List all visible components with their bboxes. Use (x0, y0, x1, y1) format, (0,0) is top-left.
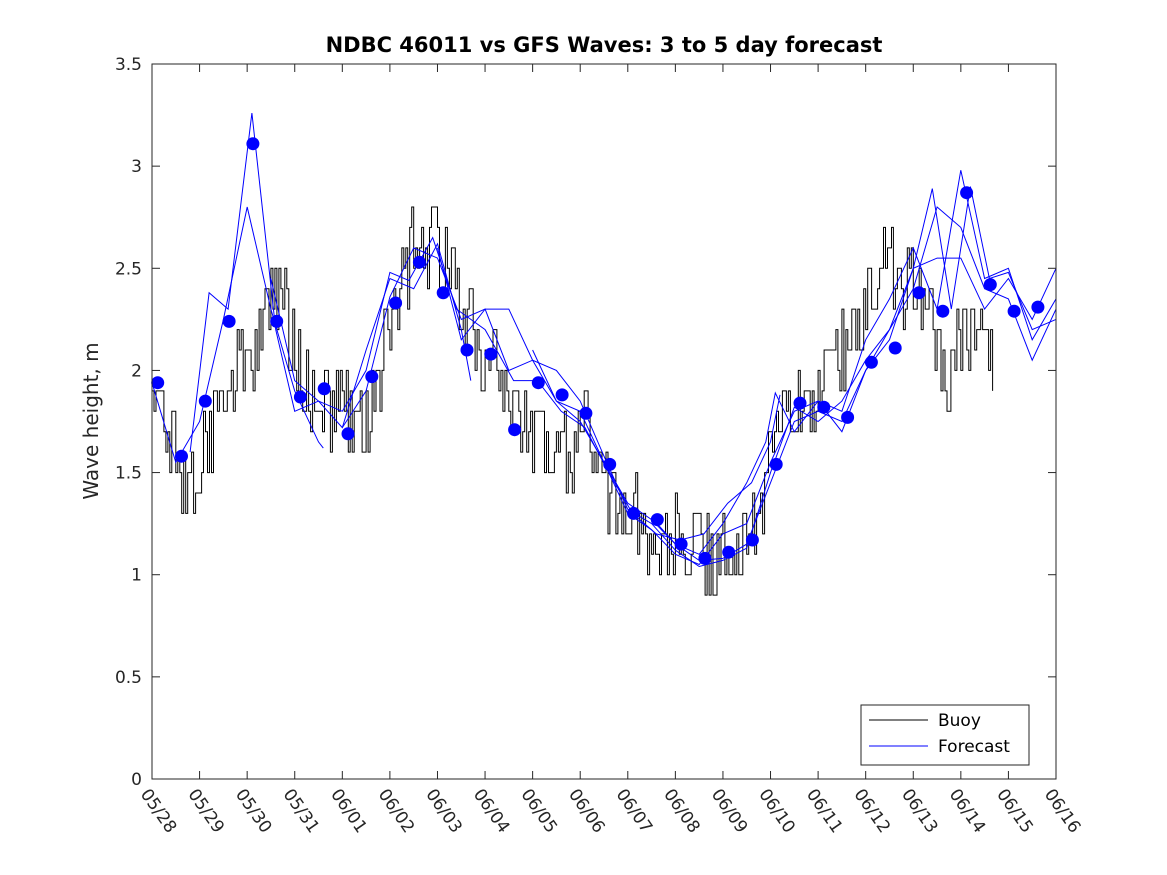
forecast-marker (817, 400, 831, 414)
forecast-line-run-6 (532, 170, 1057, 566)
forecast-marker (1031, 300, 1045, 314)
forecast-line-run-5 (437, 206, 1057, 568)
forecast-marker (841, 410, 855, 424)
forecast-marker (317, 382, 331, 396)
forecast-line-run-1 (151, 206, 324, 464)
legend: Buoy Forecast (860, 704, 1030, 766)
forecast-marker (508, 423, 522, 437)
forecast-marker (912, 286, 926, 300)
forecast-marker (436, 286, 450, 300)
y-tick-label: 3.5 (115, 55, 142, 75)
forecast-marker (484, 347, 498, 361)
chart-title: NDBC 46011 vs GFS Waves: 3 to 5 day fore… (326, 33, 883, 57)
forecast-marker (793, 396, 807, 410)
forecast-marker (983, 278, 997, 292)
y-tick-label: 0.5 (115, 668, 142, 688)
forecast-marker (627, 506, 640, 520)
y-tick-label: 2 (131, 361, 142, 381)
forecast-marker (460, 343, 474, 357)
forecast-marker (1007, 304, 1021, 318)
forecast-line-run-2 (189, 112, 472, 453)
forecast-line-run-7 (651, 186, 1057, 555)
forecast-marker (151, 376, 165, 390)
y-tick-label: 1.5 (115, 464, 142, 484)
buoy-series-layer (152, 206, 994, 596)
legend-box (860, 704, 1030, 766)
forecast-marker (769, 457, 783, 471)
plot-frame (151, 63, 1057, 780)
forecast-marker (270, 314, 284, 328)
y-axis: 0 0.5 1 1.5 2 2.5 3 3.5 (115, 55, 1056, 790)
forecast-marker (745, 533, 759, 547)
forecast-marker (698, 551, 712, 565)
forecast-marker (722, 545, 736, 559)
legend-forecast-label: Forecast (938, 737, 1010, 757)
y-tick-label: 3 (131, 157, 142, 177)
forecast-marker (864, 355, 878, 369)
forecast-marker (531, 376, 545, 390)
forecast-marker (960, 186, 974, 200)
forecast-markers-layer (151, 137, 1045, 565)
forecast-marker (222, 314, 236, 328)
forecast-marker (365, 370, 379, 384)
buoy-series-line (152, 206, 994, 596)
plot-area (152, 64, 1056, 779)
forecast-marker (246, 137, 260, 151)
forecast-marker (888, 341, 902, 355)
forecast-marker (650, 513, 664, 527)
forecast-marker (412, 255, 426, 269)
legend-buoy-label: Buoy (938, 711, 981, 731)
y-tick-label: 1 (131, 566, 142, 586)
forecast-marker (579, 406, 593, 420)
forecast-marker (293, 390, 307, 404)
forecast-marker (603, 457, 617, 471)
forecast-marker (555, 388, 569, 402)
y-tick-label: 2.5 (115, 259, 142, 279)
forecast-marker (389, 296, 403, 310)
forecast-marker (674, 537, 688, 551)
forecast-marker (936, 304, 950, 318)
forecast-marker (175, 449, 188, 463)
y-axis-label: Wave height, m (79, 342, 103, 499)
y-tick-label: 0 (131, 770, 142, 790)
forecast-marker (198, 394, 212, 408)
forecast-marker (341, 427, 355, 441)
